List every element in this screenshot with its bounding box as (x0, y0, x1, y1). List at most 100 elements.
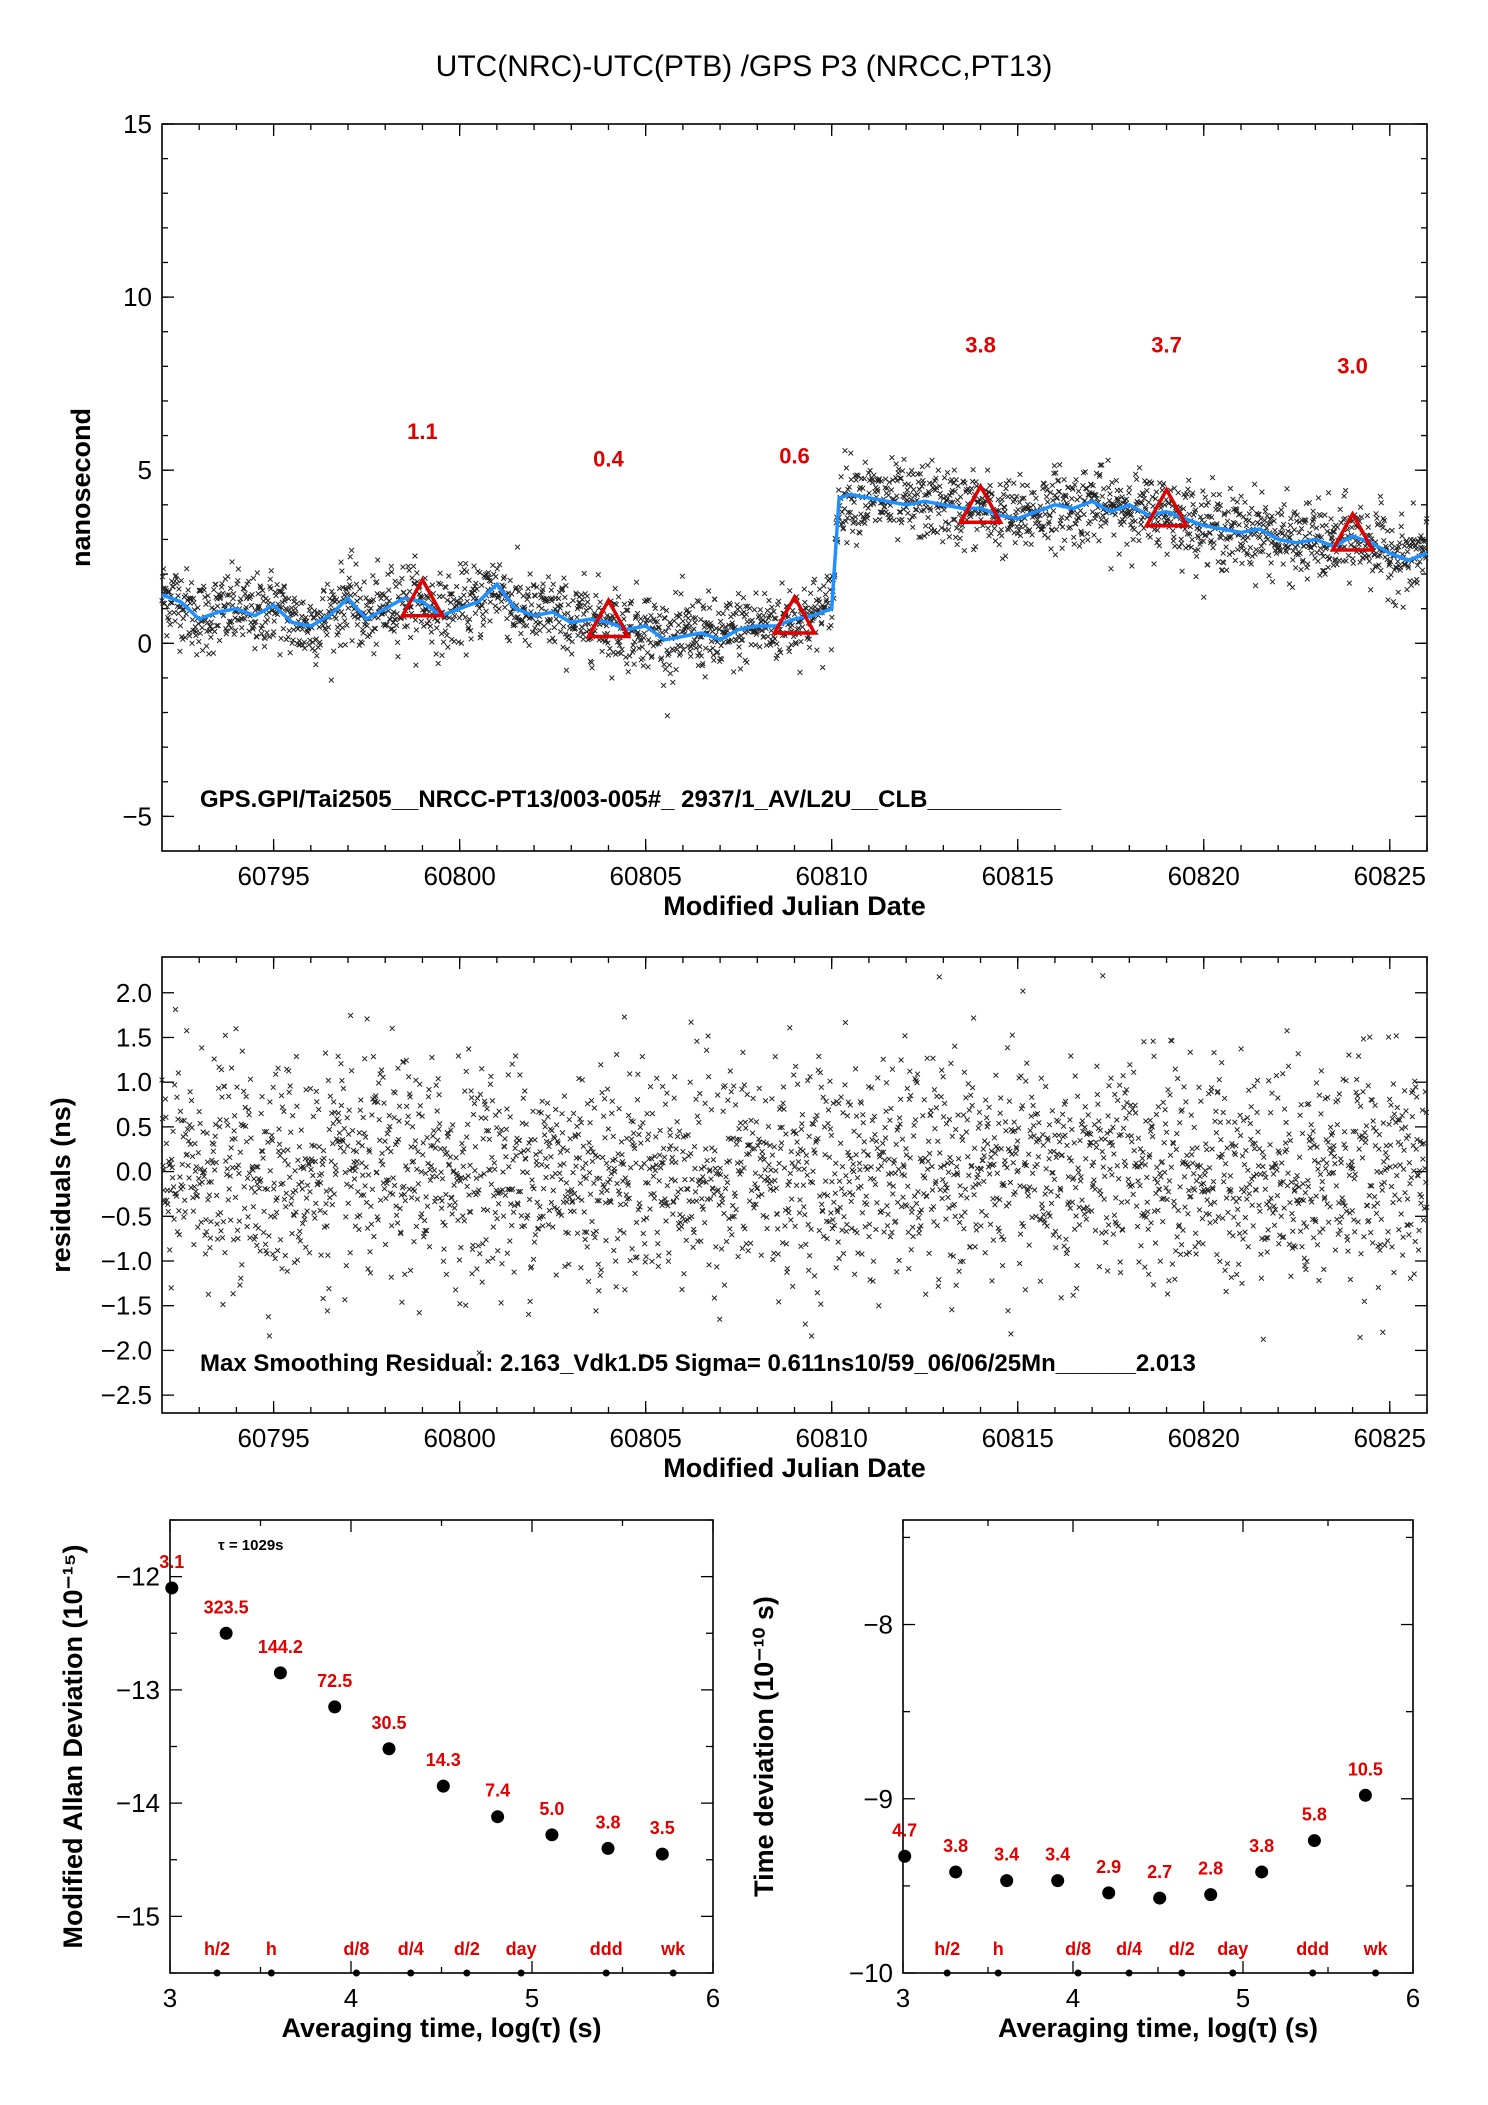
data-point (724, 1179, 731, 1186)
data-point (274, 1247, 281, 1254)
data-point (575, 1131, 582, 1138)
data-point (1014, 1138, 1021, 1144)
data-point (1310, 508, 1316, 514)
data-point (334, 632, 340, 638)
data-point (623, 607, 630, 614)
data-point (1018, 1073, 1024, 1079)
data-point (965, 1153, 971, 1160)
data-point (622, 1175, 629, 1181)
data-point (1187, 531, 1193, 537)
data-point (1197, 514, 1204, 520)
data-point (602, 1135, 608, 1141)
data-point (171, 609, 177, 616)
data-point (640, 635, 647, 641)
data-point (625, 669, 632, 675)
data-point (279, 1265, 285, 1272)
data-point (933, 484, 940, 491)
data-point (621, 1014, 628, 1020)
data-point (853, 542, 860, 549)
data-point (811, 1273, 818, 1279)
data-point (1017, 1231, 1024, 1237)
data-point (947, 492, 953, 499)
data-point (1135, 1135, 1142, 1141)
data-point (1269, 579, 1276, 585)
data-point (229, 559, 235, 565)
data-point (237, 1149, 244, 1156)
data-point (484, 1207, 491, 1214)
data-point (360, 1114, 366, 1121)
data-point (783, 1131, 789, 1137)
data-point (984, 467, 991, 473)
data-point (1084, 486, 1090, 492)
data-point (298, 1127, 305, 1133)
data-point (344, 622, 350, 629)
data-point (1121, 1158, 1128, 1165)
data-point (577, 1180, 584, 1187)
data-point (228, 1145, 234, 1151)
data-point (659, 1083, 666, 1090)
data-point (996, 507, 1002, 514)
data-point (439, 1198, 445, 1204)
data-point (357, 595, 364, 602)
data-point (983, 1114, 990, 1121)
data-point (320, 1147, 327, 1154)
data-point (1399, 533, 1405, 539)
data-point (772, 1177, 778, 1184)
data-point (1263, 525, 1270, 531)
data-point (1290, 557, 1296, 563)
data-point (339, 1077, 345, 1084)
data-point (429, 1054, 435, 1061)
data-point (189, 1153, 196, 1160)
data-point (386, 1112, 393, 1119)
data-point (897, 1096, 904, 1103)
data-point (285, 608, 291, 614)
data-point (532, 1137, 538, 1143)
data-point (668, 1176, 675, 1182)
data-point (712, 596, 718, 602)
data-point (1149, 1124, 1155, 1130)
data-point (664, 647, 670, 653)
data-point (1099, 1230, 1105, 1236)
data-point (437, 1195, 443, 1201)
data-point (1070, 509, 1076, 516)
data-point (1091, 532, 1097, 538)
data-point (951, 467, 958, 473)
data-point (1331, 529, 1338, 535)
data-point (1246, 517, 1252, 524)
data-point (687, 1079, 693, 1085)
data-point (714, 1092, 721, 1098)
data-point (927, 1112, 934, 1118)
data-point (913, 1200, 920, 1207)
data-point (434, 1137, 441, 1143)
data-point (830, 1217, 836, 1223)
data-point (705, 1073, 712, 1080)
data-point (1152, 1176, 1158, 1182)
data-point (595, 572, 602, 578)
data-point (670, 1211, 676, 1217)
data-point (1341, 493, 1347, 499)
data-point (999, 496, 1005, 503)
triangle-label: 1.1 (407, 419, 438, 444)
data-point (736, 1126, 742, 1132)
data-point (926, 1250, 932, 1257)
data-point (1103, 1229, 1109, 1235)
data-point (1096, 1263, 1103, 1270)
data-point (872, 1131, 878, 1138)
data-point (1161, 1139, 1167, 1146)
data-point (556, 1208, 562, 1214)
data-point (887, 1117, 893, 1124)
data-point (1098, 1192, 1104, 1198)
data-point (595, 1154, 601, 1160)
data-point (417, 1081, 423, 1088)
data-point (1304, 576, 1311, 582)
data-point (662, 615, 668, 622)
data-point (1180, 505, 1187, 512)
data-point (633, 1219, 640, 1226)
data-point (697, 634, 704, 640)
data-point (1219, 567, 1225, 573)
data-point (957, 1183, 963, 1189)
data-point (1151, 1053, 1157, 1059)
data-point (647, 1206, 653, 1212)
data-point (580, 1143, 587, 1149)
data-point (976, 1109, 983, 1115)
